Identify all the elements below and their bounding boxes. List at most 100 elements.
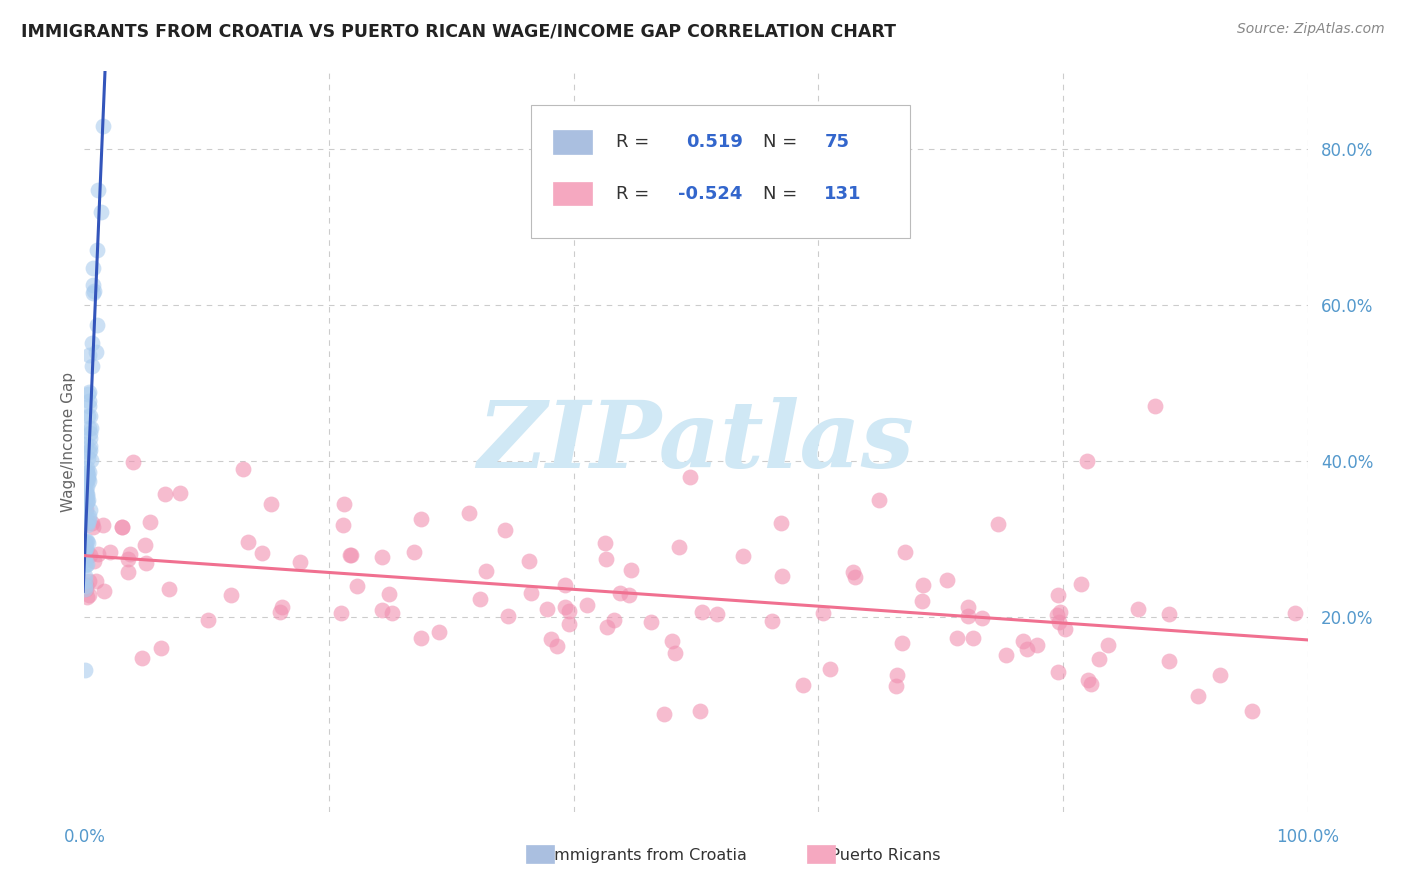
Text: 0.519: 0.519 <box>686 133 742 151</box>
Point <box>77 399 100 413</box>
Point <box>987 516 1010 531</box>
Point <box>79 421 101 435</box>
Text: 75: 75 <box>824 133 849 151</box>
Point <box>82 335 104 350</box>
Point <box>135 557 157 571</box>
Point <box>79 431 101 445</box>
Point <box>219 589 242 603</box>
Point <box>962 632 984 646</box>
Point <box>617 588 640 602</box>
Point <box>75 497 97 511</box>
FancyBboxPatch shape <box>553 182 592 205</box>
Point <box>82 285 104 300</box>
Point <box>468 592 491 607</box>
Point <box>595 552 617 566</box>
Point <box>1284 606 1306 620</box>
Point <box>271 600 294 615</box>
Point <box>1159 607 1181 621</box>
Point <box>76 479 98 493</box>
Point <box>117 551 139 566</box>
Point <box>1053 622 1076 636</box>
Point <box>970 611 993 625</box>
Point <box>946 631 969 645</box>
Point <box>429 624 451 639</box>
Point <box>1046 588 1069 602</box>
Point <box>73 574 96 588</box>
Point <box>76 471 98 485</box>
Point <box>558 617 581 632</box>
Point <box>474 565 496 579</box>
Point <box>1097 638 1119 652</box>
Point <box>75 582 97 596</box>
Point <box>1240 704 1263 718</box>
Point <box>76 517 98 532</box>
Point <box>90 204 112 219</box>
Point <box>409 631 432 645</box>
Point <box>79 574 101 589</box>
Text: -0.524: -0.524 <box>678 185 742 202</box>
Point <box>75 540 97 554</box>
Point <box>76 466 98 480</box>
Point <box>340 548 363 562</box>
Point <box>540 632 562 646</box>
Point <box>93 583 115 598</box>
Point <box>769 516 792 530</box>
Point <box>75 544 97 558</box>
Point <box>76 533 98 548</box>
Text: IMMIGRANTS FROM CROATIA VS PUERTO RICAN WAGE/INCOME GAP CORRELATION CHART: IMMIGRANTS FROM CROATIA VS PUERTO RICAN … <box>21 22 896 40</box>
Point <box>792 678 814 692</box>
Point <box>80 359 103 373</box>
Point <box>842 566 865 580</box>
Point <box>75 486 97 500</box>
Point <box>77 348 100 362</box>
Point <box>77 465 100 479</box>
Point <box>844 569 866 583</box>
Point <box>494 523 516 537</box>
Point <box>886 668 908 682</box>
Point <box>83 554 105 568</box>
Point <box>520 586 543 600</box>
Point <box>91 518 114 533</box>
Point <box>668 541 690 555</box>
Point <box>73 553 96 567</box>
Point <box>76 461 98 475</box>
Point <box>134 538 156 552</box>
Text: Puerto Ricans: Puerto Ricans <box>815 848 941 863</box>
Point <box>79 508 101 523</box>
Point <box>82 278 104 293</box>
Point <box>733 549 755 563</box>
Point <box>77 394 100 409</box>
Point <box>517 554 540 568</box>
Point <box>269 606 291 620</box>
Point <box>238 534 260 549</box>
Point <box>76 436 98 450</box>
Point <box>76 515 98 529</box>
Point <box>706 607 728 621</box>
Point <box>76 494 98 508</box>
Point <box>250 546 273 560</box>
Point <box>169 485 191 500</box>
Point <box>77 474 100 488</box>
Point <box>118 547 141 561</box>
Point <box>76 465 98 479</box>
Point <box>77 512 100 526</box>
Point <box>1025 638 1047 652</box>
Point <box>75 505 97 519</box>
Point <box>77 469 100 483</box>
Point <box>79 443 101 458</box>
Point <box>957 608 980 623</box>
Point <box>679 469 702 483</box>
Point <box>346 578 368 592</box>
Point <box>1077 673 1099 687</box>
Point <box>98 545 121 559</box>
Point <box>664 646 686 660</box>
Point <box>957 599 980 614</box>
Point <box>153 487 176 501</box>
Point <box>75 541 97 556</box>
Point <box>652 706 675 721</box>
Point <box>76 590 98 604</box>
Point <box>496 608 519 623</box>
Point <box>1047 615 1070 629</box>
Point <box>77 387 100 401</box>
Point <box>75 541 97 555</box>
